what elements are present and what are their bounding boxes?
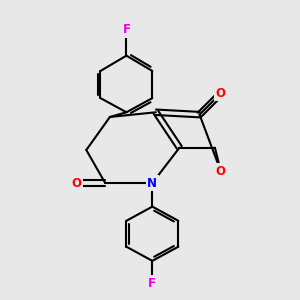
Text: N: N	[147, 176, 158, 190]
Text: O: O	[72, 176, 82, 190]
Text: F: F	[148, 277, 156, 290]
Text: O: O	[216, 165, 226, 178]
Text: O: O	[216, 87, 226, 100]
Text: F: F	[122, 23, 130, 36]
